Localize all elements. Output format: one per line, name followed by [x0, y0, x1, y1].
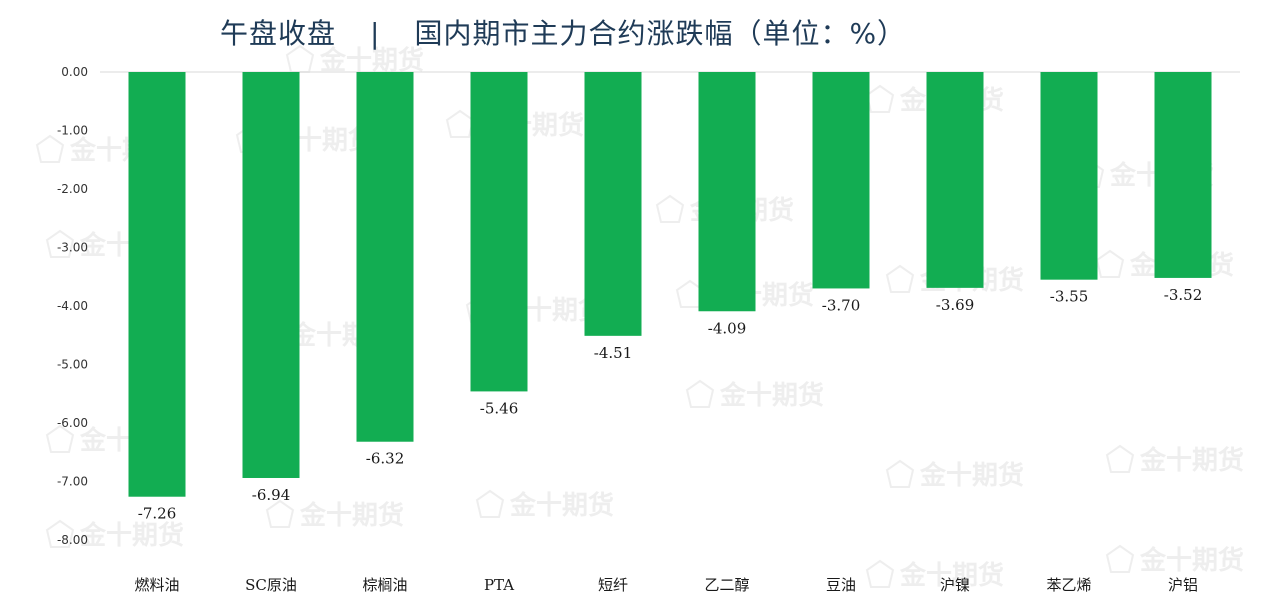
data-label: -4.09	[708, 319, 746, 337]
watermark-icon	[885, 264, 915, 293]
category-label: 短纤	[598, 576, 628, 594]
watermark-icon	[445, 109, 475, 138]
bar	[1154, 72, 1212, 278]
data-label: -3.70	[822, 296, 860, 314]
category-label: 苯乙烯	[1046, 576, 1091, 594]
y-tick-label: -8.00	[57, 533, 88, 547]
watermark-logo: 金十期货	[865, 559, 1004, 591]
watermark-logo: 金十期货	[1105, 544, 1244, 576]
watermark-icon	[865, 84, 895, 113]
category-label: PTA	[484, 576, 514, 594]
bar	[356, 72, 414, 442]
y-tick-label: -1.00	[57, 124, 88, 138]
data-label: -5.46	[480, 399, 518, 417]
y-tick-label: -2.00	[57, 182, 88, 196]
y-tick-label: -7.00	[57, 475, 88, 489]
category-label: SC原油	[245, 576, 297, 594]
title-left: 午盘收盘	[220, 17, 337, 50]
watermark-icon	[885, 459, 915, 488]
watermark-icon	[685, 379, 715, 408]
watermark-logo: 金十期货	[885, 459, 1024, 491]
y-tick-label: -6.00	[57, 416, 88, 430]
bar	[926, 72, 984, 288]
bar	[128, 72, 186, 497]
data-label: -3.52	[1164, 286, 1202, 304]
title-right: 国内期市主力合约涨跌幅（单位：%）	[414, 17, 907, 50]
watermark-icon	[865, 559, 895, 588]
watermark-logo: 金十期货	[475, 489, 614, 521]
watermark-text: 金十期货	[899, 560, 1004, 591]
y-tick-label: 0.00	[61, 65, 88, 79]
watermark-logo: 金十期货	[1105, 444, 1244, 476]
chart-title: 午盘收盘 | 国内期市主力合约涨跌幅（单位：%）	[0, 12, 1261, 52]
data-label: -6.32	[366, 450, 404, 468]
category-label: 沪铝	[1168, 576, 1198, 594]
watermark-text: 金十期货	[719, 380, 824, 411]
bar	[1040, 72, 1098, 280]
watermark-text: 金十期货	[919, 460, 1024, 491]
bar	[470, 72, 528, 392]
watermark-icon	[45, 424, 75, 453]
watermark-text: 金十期货	[1139, 545, 1244, 576]
watermark-icon	[265, 499, 295, 528]
watermark-logo: 金十期货	[45, 519, 184, 551]
y-tick-label: -4.00	[57, 299, 88, 313]
watermark-icon	[1105, 544, 1135, 573]
data-label: -4.51	[594, 344, 632, 362]
watermark-text: 金十期货	[509, 490, 614, 521]
category-label: 豆油	[826, 576, 856, 594]
y-tick-label: -3.00	[57, 241, 88, 255]
watermark-text: 金十期货	[299, 500, 404, 531]
watermark-logo: 金十期货	[265, 499, 404, 531]
y-tick-label: -5.00	[57, 358, 88, 372]
bar	[242, 72, 300, 478]
category-label: 沪镍	[940, 576, 970, 594]
data-label: -3.55	[1050, 288, 1088, 306]
data-label: -6.94	[252, 486, 290, 504]
watermark-text: 金十期货	[79, 520, 184, 551]
title-separator: |	[370, 17, 381, 50]
data-label: -3.69	[936, 296, 974, 314]
watermark-icon	[285, 44, 315, 73]
bar	[698, 72, 756, 312]
watermark-icon	[655, 194, 685, 223]
bar	[584, 72, 642, 336]
watermark-icon	[1095, 249, 1125, 278]
category-label: 燃料油	[134, 576, 179, 594]
bar	[812, 72, 870, 289]
watermark-icon	[45, 229, 75, 258]
watermark-icon	[45, 519, 75, 548]
watermark-logo: 金十期货	[685, 379, 824, 411]
watermark-icon	[1105, 444, 1135, 473]
data-label: -7.26	[138, 505, 176, 523]
watermark-text: 金十期货	[1139, 445, 1244, 476]
watermark-icon	[475, 489, 505, 518]
category-label: 乙二醇	[704, 576, 749, 594]
watermark-logo: 金十期货	[285, 44, 424, 76]
watermark-text: 金十期货	[319, 45, 424, 76]
category-label: 棕榈油	[362, 576, 407, 594]
watermark-icon	[35, 134, 65, 163]
